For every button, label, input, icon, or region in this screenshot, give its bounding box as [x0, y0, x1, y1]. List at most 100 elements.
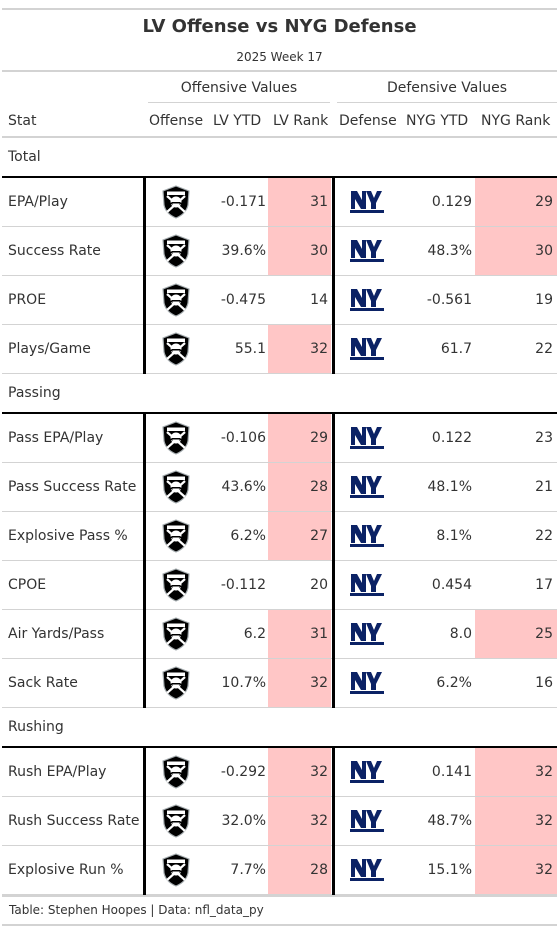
giants-logo-icon: [333, 512, 401, 560]
stat-name: EPA/Play: [8, 194, 68, 210]
defensive-spanner-rule: [337, 102, 557, 103]
row-group-rule: [2, 412, 557, 414]
defense-rank-value: 32: [475, 797, 557, 845]
offensive-values-spanner: Offensive Values: [180, 80, 298, 96]
table-row: Explosive Pass % 6.2% 27 8.1% 22: [2, 512, 557, 561]
offense-rank-value: 27: [268, 512, 331, 560]
raiders-logo-icon: [143, 846, 209, 894]
offense-ytd-value: 32.0%: [221, 813, 266, 829]
defense-rank-value: 32: [475, 846, 557, 894]
raiders-logo-icon: [143, 561, 209, 609]
offense-ytd-value: 43.6%: [221, 479, 266, 495]
giants-logo-icon: [333, 797, 401, 845]
column-header-nyg-rank: NYG Rank: [481, 113, 551, 129]
raiders-logo-icon: [143, 227, 209, 275]
stat-name: PROE: [8, 292, 47, 308]
raiders-logo-icon: [143, 512, 209, 560]
offense-rank-value: 32: [268, 797, 331, 845]
defense-ytd-value: 6.2%: [436, 675, 472, 691]
table-row: Sack Rate 10.7% 32 6.2% 16: [2, 659, 557, 708]
giants-logo-icon: [333, 610, 401, 658]
raiders-logo-icon: [143, 659, 209, 707]
offense-rank-value: 30: [268, 227, 331, 275]
offense-ytd-value: -0.475: [220, 292, 266, 308]
row-group-label: Rushing: [8, 719, 64, 735]
stat-name: Air Yards/Pass: [8, 626, 105, 642]
stat-name: Rush EPA/Play: [8, 764, 107, 780]
stat-name: Pass EPA/Play: [8, 430, 104, 446]
giants-logo-icon: [333, 325, 401, 373]
offense-rank-value: 28: [268, 463, 331, 511]
footer-rule: [2, 895, 557, 897]
top-rule: [2, 8, 557, 10]
giants-logo-icon: [333, 748, 401, 796]
offense-ytd-value: 6.2: [243, 626, 266, 642]
offense-ytd-value: 10.7%: [221, 675, 266, 691]
defense-ytd-value: 0.141: [431, 764, 472, 780]
defense-ytd-value: 15.1%: [427, 862, 472, 878]
stat-name: Rush Success Rate: [8, 813, 140, 829]
giants-logo-icon: [333, 178, 401, 226]
raiders-logo-icon: [143, 797, 209, 845]
defense-ytd-value: -0.561: [426, 292, 472, 308]
defense-divider-line: [332, 748, 335, 895]
raiders-logo-icon: [143, 463, 209, 511]
offense-ytd-value: 39.6%: [221, 243, 266, 259]
table-row: Rush EPA/Play -0.292 32 0.141 32: [2, 748, 557, 797]
column-header-lv-ytd: LV YTD: [213, 113, 262, 129]
defense-rank-value: 22: [535, 528, 553, 544]
stat-name: Success Rate: [8, 243, 101, 259]
raiders-logo-icon: [143, 748, 209, 796]
offense-ytd-value: -0.106: [220, 430, 266, 446]
bottom-rule: [2, 924, 557, 926]
defense-ytd-value: 0.129: [431, 194, 472, 210]
column-header-lv-rank: LV Rank: [273, 113, 329, 129]
offense-ytd-value: 7.7%: [230, 862, 266, 878]
table-subtitle: 2025 Week 17: [236, 50, 323, 64]
table-row: Pass EPA/Play -0.106 29 0.122 23: [2, 414, 557, 463]
table-row: Air Yards/Pass 6.2 31 8.0 25: [2, 610, 557, 659]
giants-logo-icon: [333, 561, 401, 609]
table-source-note: Table: Stephen Hoopes | Data: nfl_data_p…: [9, 903, 264, 917]
offense-rank-value: 20: [310, 577, 328, 593]
table-row: Explosive Run % 7.7% 28 15.1% 32: [2, 846, 557, 895]
row-group-rule: [2, 746, 557, 748]
defense-ytd-value: 48.3%: [427, 243, 472, 259]
table-title: LV Offense vs NYG Defense: [142, 16, 417, 37]
table-row: Success Rate 39.6% 30 48.3% 30: [2, 227, 557, 276]
stat-name: Pass Success Rate: [8, 479, 137, 495]
column-header-defense: Defense: [339, 113, 397, 129]
row-group-header: Rushing: [2, 708, 557, 746]
raiders-logo-icon: [143, 276, 209, 324]
offense-ytd-value: -0.112: [220, 577, 266, 593]
row-group-label: Passing: [8, 385, 61, 401]
giants-logo-icon: [333, 276, 401, 324]
giants-logo-icon: [333, 463, 401, 511]
defense-rank-value: 21: [535, 479, 553, 495]
offense-divider-line: [143, 748, 146, 895]
defense-rank-value: 16: [535, 675, 553, 691]
defense-divider-line: [332, 178, 335, 374]
offensive-spanner-rule: [148, 102, 330, 103]
defense-ytd-value: 48.1%: [427, 479, 472, 495]
defensive-values-spanner: Defensive Values: [386, 80, 508, 96]
defense-ytd-value: 61.7: [440, 341, 472, 357]
table-row: EPA/Play -0.171 31 0.129 29: [2, 178, 557, 227]
defense-rank-value: 30: [475, 227, 557, 275]
giants-logo-icon: [333, 846, 401, 894]
defense-rank-value: 19: [535, 292, 553, 308]
stat-name: Plays/Game: [8, 341, 91, 357]
raiders-logo-icon: [143, 414, 209, 462]
defense-rank-value: 29: [475, 178, 557, 226]
giants-logo-icon: [333, 659, 401, 707]
table-row: CPOE -0.112 20 0.454 17: [2, 561, 557, 610]
raiders-logo-icon: [143, 610, 209, 658]
defense-ytd-value: 0.454: [431, 577, 472, 593]
defense-ytd-value: 8.1%: [436, 528, 472, 544]
offense-rank-value: 29: [268, 414, 331, 462]
defense-ytd-value: 48.7%: [427, 813, 472, 829]
defense-rank-value: 17: [535, 577, 553, 593]
offense-rank-value: 31: [268, 178, 331, 226]
defense-ytd-value: 0.122: [431, 430, 472, 446]
